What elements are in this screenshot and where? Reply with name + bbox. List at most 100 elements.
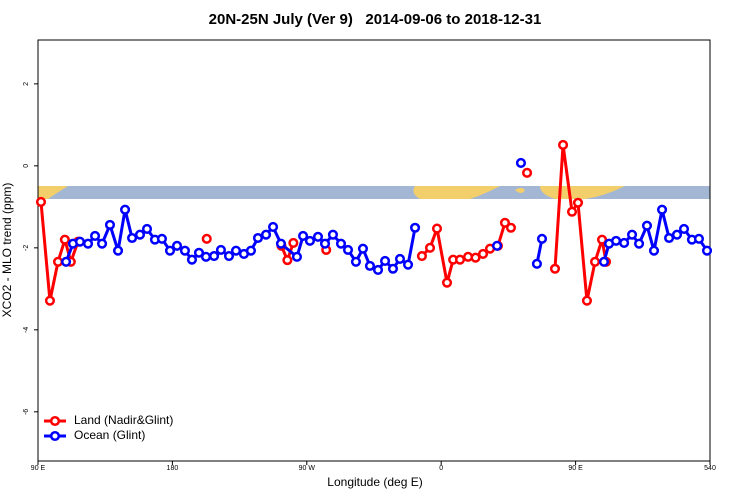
data-point <box>589 256 601 267</box>
series-line <box>39 143 608 303</box>
chart-title: 20N-25N July (Ver 9) 2014-09-06 to 2018-… <box>209 11 542 28</box>
x-tick-label: 90 E <box>568 465 583 472</box>
data-point <box>505 222 516 233</box>
data-point <box>394 253 406 264</box>
data-point <box>454 254 466 265</box>
data-point <box>558 139 569 150</box>
data-point <box>648 245 660 256</box>
data-point <box>410 222 421 233</box>
x-tick-label: 180 <box>167 465 179 472</box>
data-point <box>372 264 384 276</box>
data-point <box>59 234 70 245</box>
data-point <box>566 206 578 217</box>
data-point <box>598 256 610 267</box>
data-point <box>350 256 361 267</box>
data-point <box>52 256 64 267</box>
data-point <box>282 255 293 266</box>
data-point <box>416 250 427 262</box>
data-point <box>291 251 302 262</box>
data-point <box>209 250 220 262</box>
data-point <box>319 238 331 249</box>
data-point <box>380 255 391 267</box>
data-point <box>268 221 279 232</box>
data-point <box>230 245 242 256</box>
data-point <box>223 250 235 262</box>
data-point <box>357 243 368 254</box>
legend-marker <box>49 415 61 427</box>
data-point <box>141 223 153 235</box>
data-point <box>44 295 55 306</box>
data-point <box>112 245 124 256</box>
data-point <box>179 245 190 256</box>
data-point <box>288 237 299 248</box>
data-point <box>89 230 101 241</box>
data-point <box>200 251 212 262</box>
data-point <box>441 277 453 288</box>
data-point <box>127 232 138 244</box>
y-axis-label: XCO2 - MLO trend (ppm) <box>0 183 14 318</box>
data-point <box>186 254 198 265</box>
legend-label: Land (Nadir&Glint) <box>74 413 173 427</box>
data-point <box>134 229 146 240</box>
y-tick-label: -4 <box>23 327 30 333</box>
x-tick-label: 90 W <box>299 465 316 472</box>
y-tick-label: 0 <box>23 164 30 168</box>
data-point <box>61 256 72 267</box>
data-point <box>252 232 264 244</box>
y-tick-label: -2 <box>23 245 30 251</box>
data-point <box>531 258 542 269</box>
data-point <box>156 233 167 244</box>
data-point <box>581 295 592 306</box>
x-tick-label: 90 E <box>31 465 46 472</box>
y-tick-label: 2 <box>23 82 30 86</box>
data-point <box>335 238 347 249</box>
data-point <box>549 263 561 274</box>
data-point <box>611 235 622 246</box>
data-point <box>626 229 638 240</box>
legend-marker <box>49 430 61 442</box>
data-point <box>171 240 183 251</box>
data-point <box>664 232 675 244</box>
data-point <box>619 237 630 248</box>
data-point <box>536 233 548 244</box>
data-point <box>245 245 256 256</box>
data-point <box>298 230 309 241</box>
data-point <box>572 197 584 208</box>
data-point <box>215 244 226 255</box>
data-point <box>364 260 376 271</box>
data-point <box>193 247 205 258</box>
data-point <box>701 245 713 256</box>
map-strip <box>38 186 710 199</box>
data-point <box>82 238 94 249</box>
data-point <box>641 220 653 231</box>
data-point <box>634 238 645 249</box>
data-point <box>431 223 443 234</box>
plot-frame <box>37 39 711 462</box>
data-point <box>120 204 131 215</box>
data-point <box>499 217 511 228</box>
legend-label: Ocean (Glint) <box>74 428 145 442</box>
data-point <box>74 236 86 247</box>
data-point <box>515 157 526 169</box>
y-tick-label: -6 <box>23 409 30 415</box>
x-tick-label: 540 <box>704 465 716 472</box>
data-point <box>275 238 287 249</box>
data-point <box>402 259 414 270</box>
data-point <box>304 235 315 246</box>
data-point <box>657 204 668 215</box>
data-point <box>342 244 354 255</box>
data-point <box>35 196 47 207</box>
x-tick-label: 0 <box>439 465 443 472</box>
data-point <box>477 248 489 260</box>
data-point <box>387 263 399 274</box>
data-point <box>671 229 683 240</box>
data-point <box>327 229 338 240</box>
data-point <box>678 223 690 235</box>
x-axis-label: Longitude (deg E) <box>327 475 422 489</box>
data-point <box>97 238 108 249</box>
data-point <box>260 229 272 240</box>
data-point <box>470 252 481 263</box>
data-point <box>693 233 704 244</box>
data-point <box>596 234 608 245</box>
